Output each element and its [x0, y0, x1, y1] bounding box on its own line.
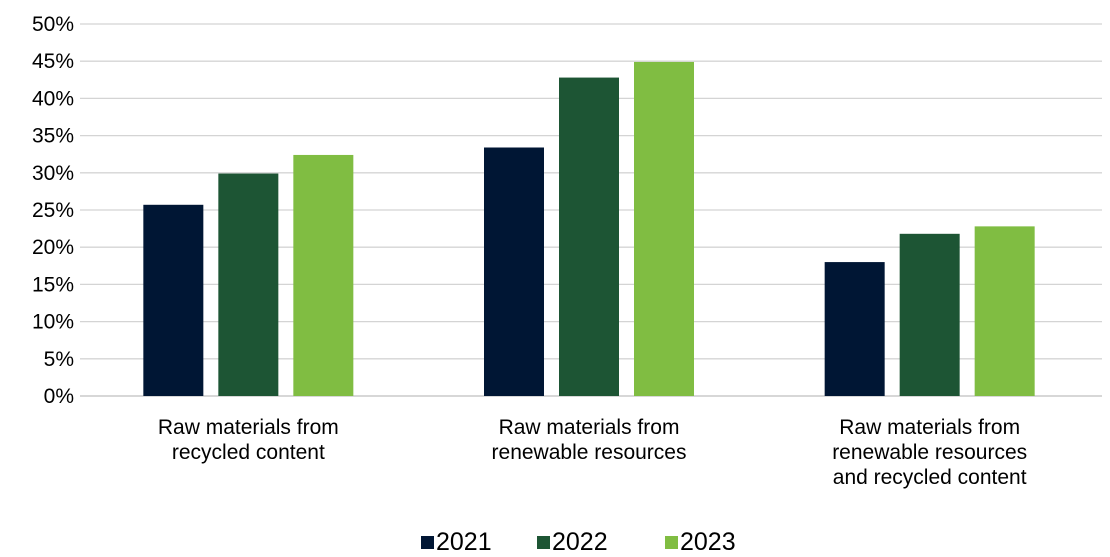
legend-swatch	[537, 536, 550, 549]
legend-item-2022: 2022	[537, 528, 608, 556]
x-axis-category-labels: Raw materials from recycled content Raw ma…	[158, 416, 1027, 489]
y-tick-label: 25%	[32, 199, 74, 222]
bar-2021-category-3	[824, 262, 885, 396]
bar-2022-category-3	[899, 233, 960, 396]
legend-swatch	[665, 536, 678, 549]
y-tick-label: 40%	[32, 87, 74, 110]
legend: 2021 2022 2023	[421, 528, 736, 556]
y-tick-label: 35%	[32, 125, 74, 148]
legend-item-2023: 2023	[665, 528, 736, 556]
y-tick-label: 0%	[44, 385, 74, 408]
x-category-label: Raw materials from renewable resources and…	[832, 416, 1027, 489]
bar-2022-category-1	[218, 173, 279, 396]
bars	[143, 61, 1035, 397]
bar-2023-category-3	[974, 226, 1035, 396]
y-tick-label: 50%	[32, 13, 74, 36]
y-tick-label: 5%	[44, 348, 74, 371]
legend-label: 2021	[436, 528, 492, 556]
legend-label: 2022	[552, 528, 608, 556]
legend-label: 2023	[680, 528, 736, 556]
y-tick-label: 30%	[32, 162, 74, 185]
legend-swatch	[421, 536, 434, 549]
bar-2022-category-2	[559, 77, 619, 397]
x-category-label: Raw materials from renewable resources	[492, 416, 687, 464]
bar-2023-category-1	[293, 154, 354, 396]
y-tick-label: 10%	[32, 311, 74, 334]
y-tick-label: 20%	[32, 236, 74, 259]
bar-2023-category-2	[634, 61, 694, 396]
x-category-label: Raw materials from recycled content	[158, 416, 339, 464]
legend-item-2021: 2021	[421, 528, 492, 556]
y-axis-tick-labels: 0% 5% 10% 15% 20% 25% 30% 35% 40% 45% 50%	[32, 13, 74, 408]
y-tick-label: 15%	[32, 273, 74, 296]
bar-2021-category-2	[484, 147, 544, 396]
bar-2021-category-1	[143, 204, 204, 396]
y-tick-label: 45%	[32, 50, 74, 73]
